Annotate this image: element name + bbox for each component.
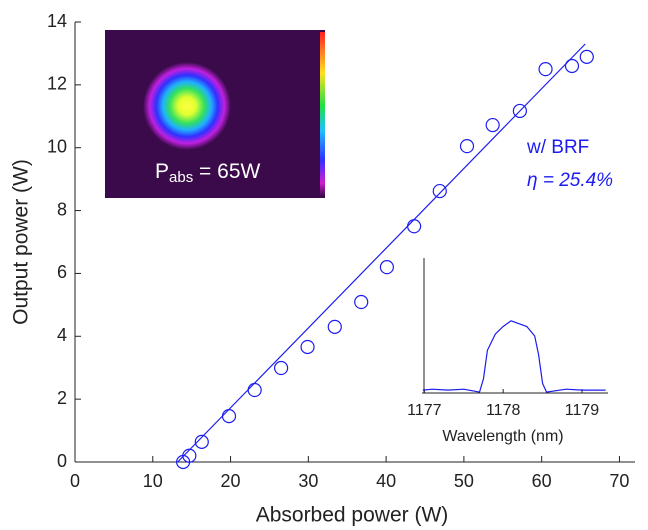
inset-image: Pabs = 65W [105, 30, 325, 198]
data-point [328, 320, 341, 333]
data-point [486, 119, 499, 132]
x-tick-label: 60 [532, 471, 552, 491]
x-tick-label: 30 [298, 471, 318, 491]
y-tick-label: 2 [57, 388, 67, 408]
data-point [408, 220, 421, 233]
inset-x-axis-label: Wavelength (nm) [442, 428, 563, 445]
inset-x-tick-label: 1179 [565, 402, 600, 419]
inset-x-tick-label: 1178 [486, 402, 521, 419]
data-point [580, 50, 593, 63]
x-tick-label: 0 [70, 471, 80, 491]
inset-x-tick-label: 1177 [407, 402, 442, 419]
data-point [301, 340, 314, 353]
y-tick-label: 4 [57, 325, 67, 345]
y-tick-label: 8 [57, 199, 67, 219]
label-rest: = 65W [193, 160, 260, 183]
data-point [355, 296, 368, 309]
data-point [566, 60, 579, 73]
data-point [461, 140, 474, 153]
y-tick-label: 10 [47, 136, 67, 156]
data-point [248, 384, 261, 397]
spectrum [423, 321, 606, 392]
data-point [275, 362, 288, 375]
x-tick-label: 70 [609, 471, 629, 491]
y-tick-label: 12 [47, 74, 67, 94]
y-axis-label: Output power (W) [10, 159, 33, 325]
y-tick-label: 6 [57, 262, 67, 282]
x-tick-label: 20 [221, 471, 241, 491]
x-tick-label: 50 [454, 471, 474, 491]
label-main: P [155, 160, 169, 183]
page: {"chart_data": [ {"type": "scatter", "xl… [0, 0, 648, 530]
beam-spot [143, 62, 231, 150]
x-axis-label: Absorbed power (W) [256, 504, 449, 527]
data-point [380, 261, 393, 274]
annotation: η = 25.4% [527, 170, 613, 191]
data-point [433, 185, 446, 198]
y-tick-label: 14 [47, 11, 67, 31]
y-tick-label: 0 [57, 451, 67, 471]
data-point [223, 410, 236, 423]
annotation: w/ BRF [526, 137, 589, 158]
data-point [539, 63, 552, 76]
colorbar [320, 32, 325, 196]
x-tick-label: 40 [376, 471, 396, 491]
chart: Pabs = 65W w/ BRF η = 25.4% Absorbed pow… [0, 0, 648, 530]
label-sub: abs [169, 169, 193, 186]
x-tick-label: 10 [143, 471, 163, 491]
